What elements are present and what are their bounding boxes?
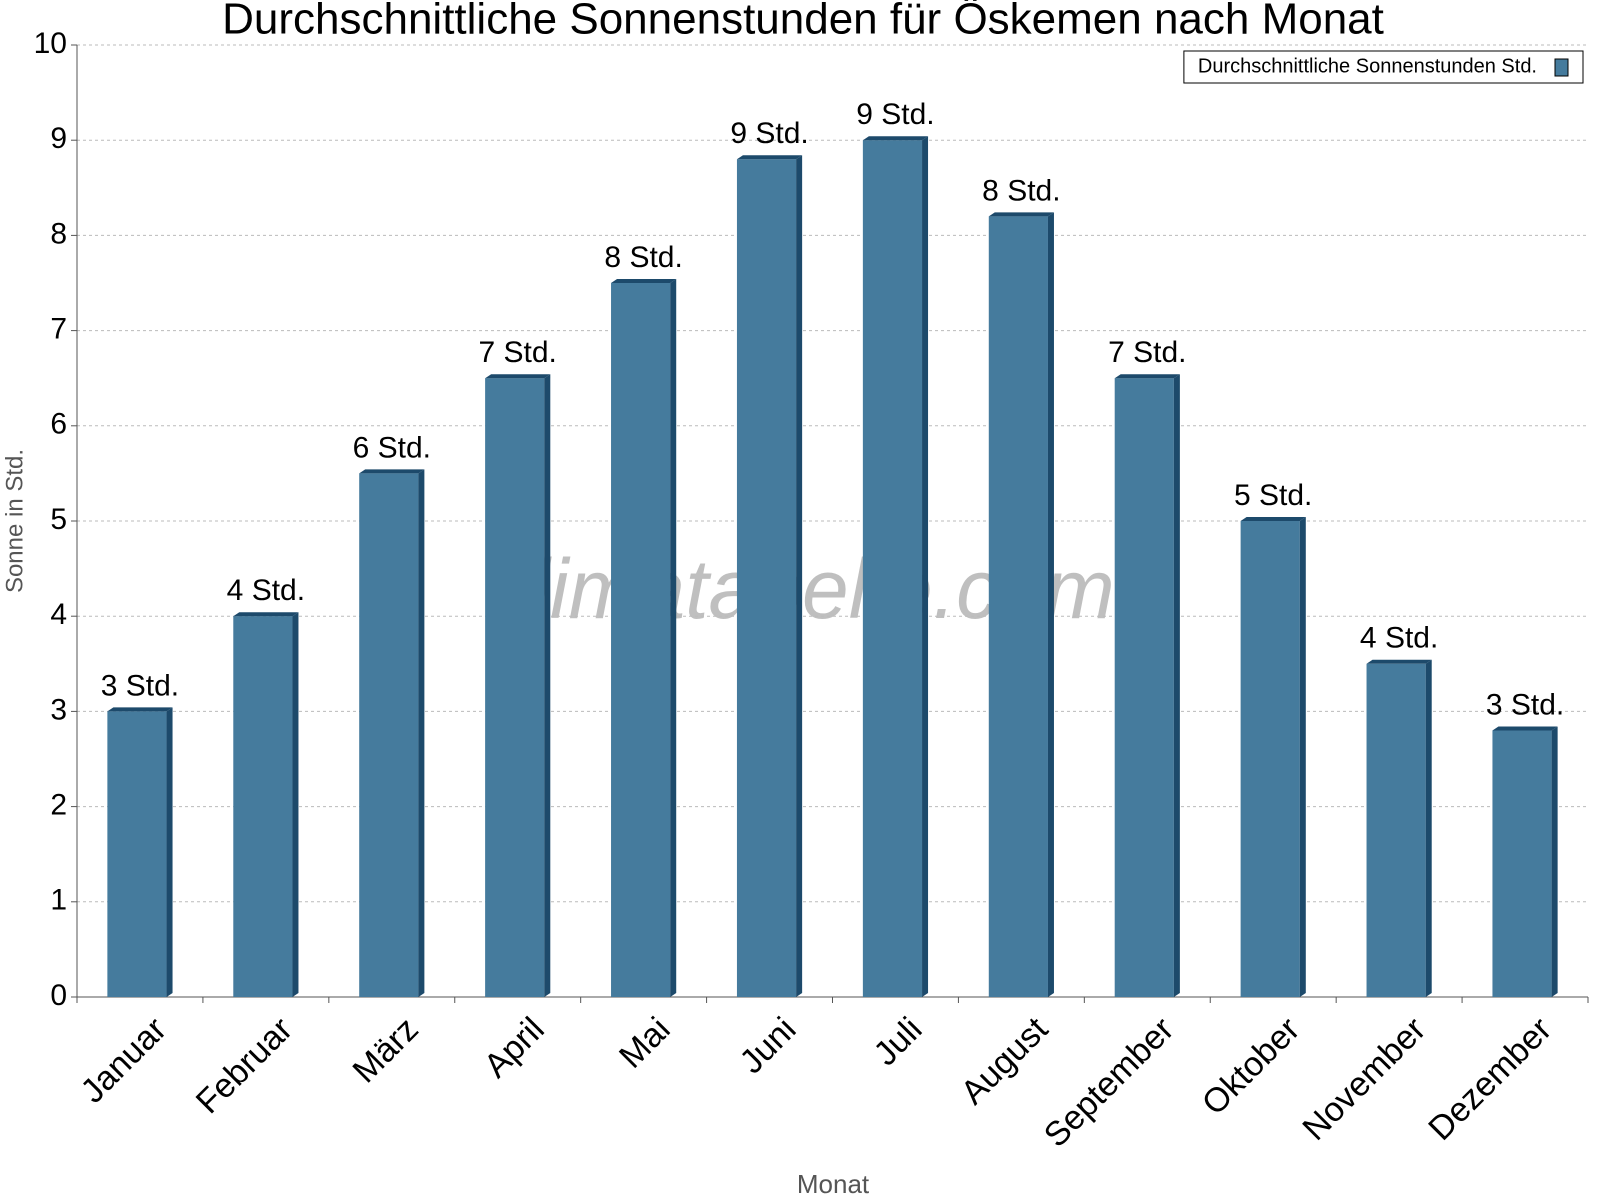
value-label: 4 Std.: [227, 574, 305, 607]
value-label: 7 Std.: [479, 336, 557, 369]
bar-top: [611, 279, 677, 283]
bar-face: [611, 283, 671, 997]
bar-face: [736, 159, 797, 998]
bar-top: [107, 707, 173, 712]
bar-side: [1551, 726, 1558, 997]
bar-side: [1047, 212, 1054, 998]
bar-top: [862, 136, 929, 141]
y-tick-label: 2: [50, 789, 67, 822]
bar-face: [862, 140, 923, 997]
bar-face: [1366, 663, 1426, 997]
bar-top: [359, 469, 425, 474]
bar-top: [988, 212, 1054, 217]
y-tick-label: 0: [50, 979, 67, 1012]
bar-top: [1114, 374, 1180, 379]
y-axis-title: Sonne in Std.: [1, 449, 28, 593]
legend: Durchschnittliche Sonnenstunden Std.: [1183, 50, 1584, 84]
y-tick-label: 7: [50, 313, 67, 346]
bar-top: [1240, 517, 1306, 521]
bar-top: [736, 155, 803, 160]
x-tick-label: Dezember: [1421, 1010, 1559, 1148]
legend-swatch: [1554, 58, 1569, 77]
bar-side: [418, 469, 425, 997]
bar: [233, 612, 299, 997]
bar: [1240, 517, 1306, 997]
y-tick-label: 1: [50, 884, 67, 917]
bar-top: [1492, 726, 1558, 731]
bar-face: [1492, 730, 1552, 997]
bar: [1492, 726, 1558, 997]
bar-side: [166, 707, 173, 997]
bar-face: [359, 473, 419, 997]
value-label: 8 Std.: [982, 174, 1060, 207]
bar-side: [292, 612, 299, 997]
value-label: 5 Std.: [1234, 479, 1312, 512]
y-tick-label: 6: [50, 408, 67, 441]
bar-top: [485, 374, 551, 379]
value-label: 3 Std.: [101, 669, 179, 702]
value-label: 8 Std.: [604, 241, 682, 274]
y-tick-label: 8: [50, 217, 67, 250]
x-tick-label: Juni: [733, 1010, 804, 1081]
value-label: 9 Std.: [730, 117, 808, 150]
bar: [485, 374, 551, 997]
bar: [1114, 374, 1180, 997]
value-label: 3 Std.: [1486, 688, 1564, 721]
y-tick-label: 10: [34, 27, 67, 60]
bar: [862, 136, 929, 997]
bar-face: [233, 616, 293, 997]
x-tick-label: Februar: [189, 1010, 300, 1121]
bar-side: [1299, 517, 1306, 997]
x-axis-title: Monat: [797, 1169, 870, 1199]
x-tick-label: April: [477, 1010, 552, 1085]
bar-face: [1240, 521, 1300, 997]
bar-side: [1173, 374, 1180, 997]
bar: [359, 469, 425, 997]
bar-side: [1425, 659, 1432, 997]
value-label: 7 Std.: [1108, 336, 1186, 369]
y-tick-label: 5: [50, 503, 67, 536]
x-tick-label: März: [346, 1010, 426, 1090]
bar: [107, 707, 173, 997]
bar-face: [107, 711, 167, 997]
bar: [988, 212, 1054, 998]
value-label: 6 Std.: [353, 431, 431, 464]
legend-box: [1183, 50, 1584, 84]
bar-face: [988, 216, 1048, 998]
x-tick-label: Juli: [867, 1010, 930, 1073]
x-tick-label: Januar: [74, 1010, 174, 1110]
bar-side: [796, 155, 803, 998]
y-tick-label: 4: [50, 598, 67, 631]
bar-side: [544, 374, 551, 997]
legend-label: Durchschnittliche Sonnenstunden Std.: [1198, 55, 1537, 77]
x-tick-label: August: [954, 1010, 1056, 1112]
bar-face: [485, 378, 545, 997]
x-tick-label: Mai: [612, 1010, 678, 1076]
bar-side: [670, 279, 677, 997]
y-tick-label: 3: [50, 693, 67, 726]
x-tick-label: Oktober: [1195, 1010, 1307, 1122]
bar: [1366, 659, 1432, 997]
chart-title: Durchschnittliche Sonnenstunden für Öske…: [222, 0, 1384, 44]
bar: [611, 279, 677, 997]
bar-side: [922, 136, 929, 997]
bar-top: [1366, 659, 1432, 664]
x-tick-label: September: [1037, 1010, 1181, 1154]
bar: [736, 155, 803, 998]
bar-top: [233, 612, 299, 617]
bar-face: [1114, 378, 1174, 997]
value-label: 4 Std.: [1360, 622, 1438, 655]
y-tick-label: 9: [50, 122, 67, 155]
x-tick-label: November: [1295, 1010, 1433, 1148]
value-label: 9 Std.: [856, 98, 934, 131]
